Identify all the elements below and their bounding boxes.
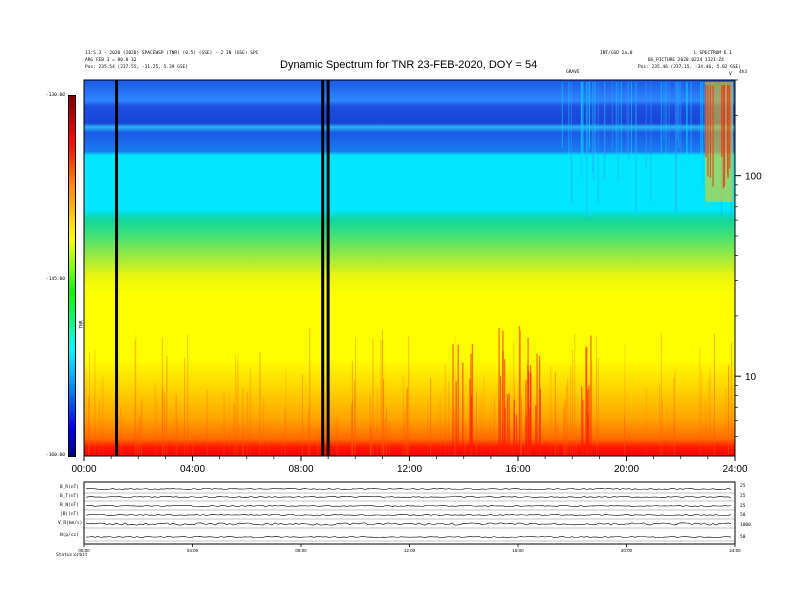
header-left-line2: ARG FEB 3 = 80.0 32 [85, 58, 137, 63]
colorbar-tick-bottom: -160.00 [46, 453, 65, 458]
bp-right-4: 1000 [740, 523, 751, 528]
colorbar-tick-top: -130.00 [46, 93, 65, 98]
bp-x-tick-label: 16:00 [512, 548, 524, 553]
right-marker: V [729, 72, 732, 77]
bp-label-2: B_N(nT) [60, 503, 79, 508]
bp-label-4: V_R(km/s) [58, 521, 83, 526]
bp-right-3: 50 [740, 513, 746, 518]
bp-x-tick-label: 24:00 [729, 548, 741, 553]
header-right-line2: BG_PICTURE 2020.0224 1121:Z4 [648, 58, 724, 63]
bp-label-0: B_R(nT) [60, 485, 79, 490]
x-tick-label: 20:00 [614, 464, 639, 475]
bp-footer-orbit: orbit [74, 553, 88, 558]
right-corner-label: 4h3 [739, 70, 748, 75]
header-right-top-b: L SPECTRUM 6.1 [694, 51, 732, 56]
bp-right-2: 25 [740, 504, 746, 509]
bp-label-3: |B|(nT) [60, 512, 79, 517]
chart-title: Dynamic Spectrum for TNR 23-FEB-2020, DO… [280, 59, 538, 71]
bp-x-tick-label: 20:00 [621, 548, 633, 553]
bp-x-tick-label: 04:00 [187, 548, 199, 553]
colorbar-tick-mid: -145.00 [46, 277, 65, 282]
bottom-panel-frame [83, 481, 736, 545]
spectrogram-plot [84, 80, 735, 456]
bp-x-tick-label: 08:00 [295, 548, 307, 553]
trace-2 [85, 505, 732, 507]
y-tick-label: 100 [745, 172, 762, 183]
black-lines [115, 80, 330, 456]
bp-label-5: N(p/cc) [60, 533, 79, 538]
trace-0 [85, 488, 732, 490]
x-tick-label: 08:00 [288, 464, 313, 475]
bp-right-5: 50 [740, 535, 746, 540]
header-left-line3: Pos: 235.54 (237.55, -31.25, 5.39 GSE) [85, 65, 188, 70]
bp-label-1: B_T(nT) [60, 494, 79, 499]
x-tick-label: 12:00 [397, 464, 422, 475]
marker-label: GRAVE [566, 70, 580, 75]
bp-right-1: 25 [740, 494, 746, 499]
y-tick-label: 10 [745, 372, 757, 383]
trace-5 [85, 536, 732, 538]
trace-3 [85, 514, 732, 516]
trace-4 [85, 522, 732, 526]
bp-right-0: 25 [740, 484, 746, 489]
bp-footer-status: Status: [56, 553, 75, 558]
bottom-panel-traces: 00:00 04:00 08:00 12:00 16:00 20:00 24:00 [78, 488, 741, 553]
header-right-top-a: INT/GSD 2a,0 [600, 51, 633, 56]
x-tick-label: 16:00 [505, 464, 530, 475]
colorbar [68, 95, 76, 457]
x-tick-label: 00:00 [71, 464, 96, 475]
bp-x-tick-label: 12:00 [404, 548, 416, 553]
x-tick-label: 24:00 [722, 464, 747, 475]
bp-x-tick-label: 00:00 [78, 548, 90, 553]
header-right-line3: Pos: 235.46 (237.15, -34.46, 5.02 GSE) [638, 65, 741, 70]
header-left-line1: 11:5.3 - 2020 (2020) SPACEWSP (TNR) (0.5… [85, 51, 259, 56]
x-axis: 00:00 04:00 08:00 12:00 16:00 20:00 24:00 [71, 456, 748, 475]
y-axis-right: 10 100 [735, 79, 762, 437]
trace-1 [85, 496, 732, 498]
x-tick-label: 04:00 [180, 464, 205, 475]
